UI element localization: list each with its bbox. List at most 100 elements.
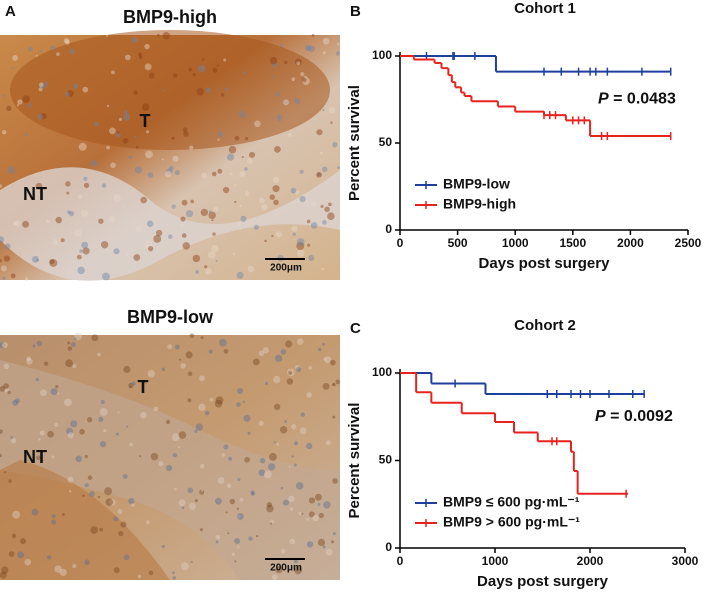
texture-dot: [255, 535, 259, 538]
texture-dot: [0, 265, 7, 272]
texture-dot: [139, 455, 142, 458]
texture-dot: [298, 511, 302, 516]
texture-dot: [1, 130, 7, 135]
texture-dot: [238, 110, 246, 119]
region-label: NT: [23, 447, 47, 467]
texture-dot: [288, 495, 295, 503]
texture-dot: [295, 190, 300, 195]
texture-dot: [294, 58, 302, 66]
texture-dot: [94, 122, 99, 127]
texture-dot: [269, 56, 278, 65]
texture-dot: [177, 446, 181, 449]
texture-dot: [244, 191, 250, 196]
texture-dot: [84, 455, 88, 459]
texture-dot: [324, 206, 330, 213]
texture-dot: [194, 429, 198, 433]
texture-dot: [221, 453, 226, 457]
annotation-symbol: P: [595, 408, 606, 425]
texture-dot: [130, 502, 135, 507]
texture-dot: [36, 340, 43, 347]
annotation-symbol: P: [598, 91, 609, 108]
texture-dot: [109, 499, 116, 506]
texture-dot: [37, 113, 44, 120]
texture-dot: [125, 252, 129, 256]
texture-dot: [301, 512, 304, 515]
texture-dot: [226, 153, 235, 161]
texture-dot: [282, 499, 290, 506]
texture-dot: [0, 184, 3, 188]
texture-dot: [46, 219, 50, 224]
texture-dot: [237, 387, 244, 395]
texture-dot: [271, 574, 278, 580]
texture-dot: [330, 121, 333, 124]
texture-dot: [284, 60, 288, 65]
texture-dot: [165, 170, 172, 178]
texture-dot: [143, 380, 147, 384]
texture-dot: [224, 87, 229, 92]
texture-dot: [146, 130, 150, 134]
texture-dot: [144, 63, 152, 71]
texture-dot: [172, 452, 178, 458]
texture-dot: [123, 554, 130, 561]
texture-dot: [60, 238, 65, 243]
texture-dot: [297, 249, 305, 257]
x-tick-label: 1500: [559, 236, 586, 250]
x-tick-label: 0: [397, 236, 404, 250]
texture-dot: [243, 414, 251, 422]
texture-dot: [269, 519, 275, 524]
texture-dot: [83, 182, 90, 189]
texture-dot: [266, 502, 273, 508]
texture-dot: [137, 574, 142, 579]
texture-dot: [87, 417, 93, 423]
texture-dot: [196, 88, 204, 96]
texture-dot: [322, 343, 325, 346]
texture-dot: [225, 511, 228, 514]
texture-dot: [188, 502, 196, 510]
texture-dot: [165, 419, 171, 425]
texture-dot: [135, 145, 139, 149]
texture-dot: [181, 506, 185, 510]
texture-dot: [310, 200, 317, 207]
texture-dot: [99, 527, 103, 532]
texture-dot: [323, 357, 327, 361]
texture-dot: [229, 172, 233, 176]
texture-dot: [111, 70, 115, 75]
texture-dot: [67, 432, 74, 439]
texture-dot: [90, 159, 98, 167]
texture-dot: [81, 241, 89, 249]
texture-dot: [290, 187, 297, 194]
texture-dot: [195, 423, 204, 431]
texture-dot: [87, 475, 93, 480]
texture-dot: [242, 400, 246, 404]
texture-dot: [134, 166, 142, 174]
texture-dot: [322, 382, 330, 390]
texture-dot: [141, 103, 150, 112]
texture-dot: [65, 181, 71, 187]
texture-dot: [65, 91, 70, 97]
texture-dot: [50, 45, 56, 51]
texture-dot: [105, 498, 114, 507]
texture-dot: [274, 146, 281, 153]
texture-dot: [211, 219, 214, 222]
texture-dot: [316, 129, 323, 136]
texture-dot: [250, 490, 255, 495]
texture-dot: [291, 77, 296, 81]
texture-dot: [328, 202, 332, 207]
texture-dot: [82, 247, 90, 255]
texture-dot: [332, 382, 336, 387]
texture-dot: [3, 255, 11, 262]
texture-dot: [271, 234, 274, 238]
texture-dot: [42, 81, 49, 88]
texture-dot: [17, 551, 25, 559]
texture-dot: [187, 487, 194, 494]
texture-dot: [38, 187, 41, 190]
texture-dot: [239, 497, 244, 502]
texture-dot: [14, 398, 20, 404]
texture-dot: [220, 93, 225, 97]
texture-dot: [192, 72, 196, 77]
texture-dot: [123, 110, 128, 115]
texture-dot: [275, 566, 283, 574]
texture-dot: [299, 195, 306, 203]
texture-dot: [275, 230, 283, 238]
texture-dot: [153, 235, 162, 243]
